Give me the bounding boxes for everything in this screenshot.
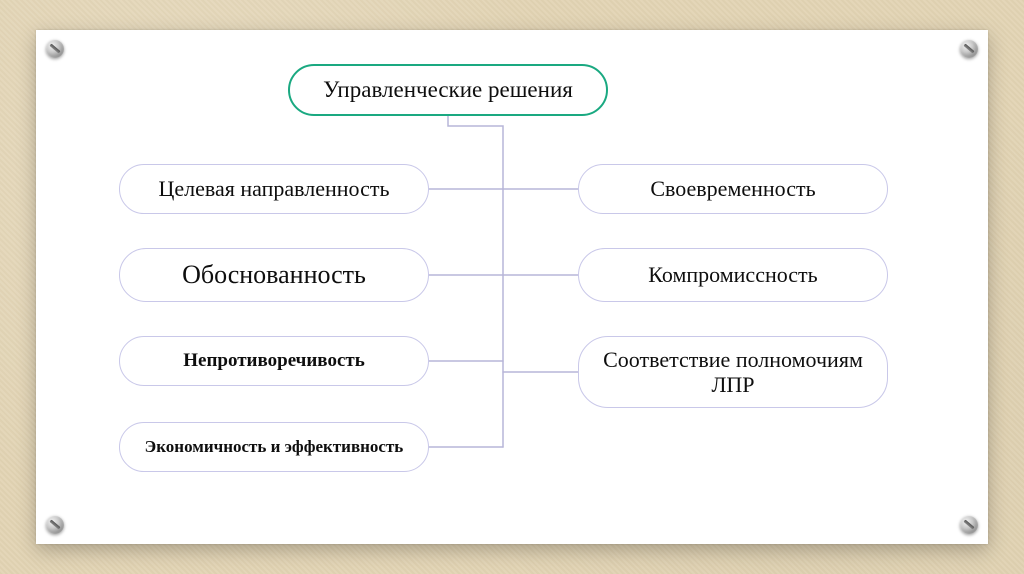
child-node-n7: Соответствие полномочиям ЛПР: [578, 336, 888, 408]
child-node-label: Обоснованность: [182, 260, 366, 290]
child-node-n6: Компромиссность: [578, 248, 888, 302]
corner-screw: [46, 516, 64, 534]
corner-screw: [960, 516, 978, 534]
child-node-label: Компромиссность: [648, 262, 817, 287]
child-node-n2: Обоснованность: [119, 248, 429, 302]
child-node-n3: Непротиворечивость: [119, 336, 429, 386]
corner-screw: [960, 40, 978, 58]
child-node-n1: Целевая направленность: [119, 164, 429, 214]
child-node-n4: Экономичность и эффективность: [119, 422, 429, 472]
child-node-label: Своевременность: [650, 176, 815, 201]
root-node-label: Управленческие решения: [323, 77, 573, 103]
child-node-label: Непротиворечивость: [183, 350, 365, 372]
root-node: Управленческие решения: [288, 64, 608, 116]
child-node-label: Соответствие полномочиям ЛПР: [589, 347, 877, 398]
child-node-n5: Своевременность: [578, 164, 888, 214]
corner-screw: [46, 40, 64, 58]
child-node-label: Целевая направленность: [158, 176, 389, 201]
child-node-label: Экономичность и эффективность: [145, 437, 404, 457]
slide-card: Управленческие решения Целевая направленн…: [36, 30, 988, 544]
